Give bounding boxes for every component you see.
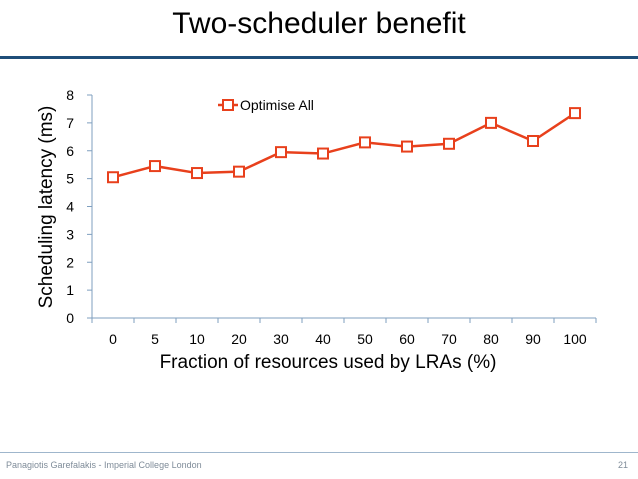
data-point-marker [527, 134, 539, 147]
series-line [112, 112, 576, 179]
title-rule [0, 56, 638, 59]
x-tick-label: 20 [231, 331, 247, 347]
data-point-marker [401, 140, 413, 153]
y-tick-label: 8 [66, 87, 74, 103]
data-point-marker [275, 146, 287, 159]
data-point-marker [233, 165, 245, 178]
data-point-marker [107, 171, 119, 184]
chart-axes [91, 95, 596, 319]
chart-legend: Optimise All [218, 97, 314, 113]
y-axis-label: Scheduling latency (ms) [36, 106, 57, 309]
data-point-marker [317, 147, 329, 160]
x-tick-label: 70 [441, 331, 457, 347]
data-point-marker [191, 167, 203, 180]
y-tick-label: 5 [66, 171, 74, 187]
data-point-marker [149, 160, 161, 173]
x-tick-label: 10 [189, 331, 205, 347]
data-point-marker [443, 137, 455, 150]
footer-credit: Panagiotis Garefalakis - Imperial Colleg… [6, 460, 202, 470]
y-tick-label: 1 [66, 282, 74, 298]
y-tick-label: 0 [66, 310, 74, 326]
x-tick-label: 80 [483, 331, 499, 347]
x-tick-label: 60 [399, 331, 415, 347]
y-tick-label: 4 [66, 199, 74, 215]
y-tick-label: 7 [66, 115, 74, 131]
y-tick-label: 2 [66, 254, 74, 270]
x-tick-label: 0 [109, 331, 117, 347]
x-tick-label: 5 [151, 331, 159, 347]
legend-marker [222, 99, 234, 111]
page-number: 21 [617, 460, 628, 470]
y-tick-label: 6 [66, 143, 74, 159]
x-axis-label: Fraction of resources used by LRAs (%) [160, 352, 497, 373]
data-point-marker [569, 107, 581, 120]
x-tick-label: 90 [525, 331, 541, 347]
legend-label: Optimise All [240, 97, 314, 113]
y-tick-label: 3 [66, 226, 74, 242]
footer-rule [0, 452, 638, 453]
x-tick-label: 40 [315, 331, 331, 347]
slide-title: Two-scheduler benefit [172, 7, 466, 40]
x-tick-label: 30 [273, 331, 289, 347]
data-point-marker [485, 116, 497, 129]
x-tick-label: 50 [357, 331, 373, 347]
data-point-marker [359, 136, 371, 149]
x-tick-label: 100 [563, 331, 587, 347]
chart-series [107, 107, 581, 184]
